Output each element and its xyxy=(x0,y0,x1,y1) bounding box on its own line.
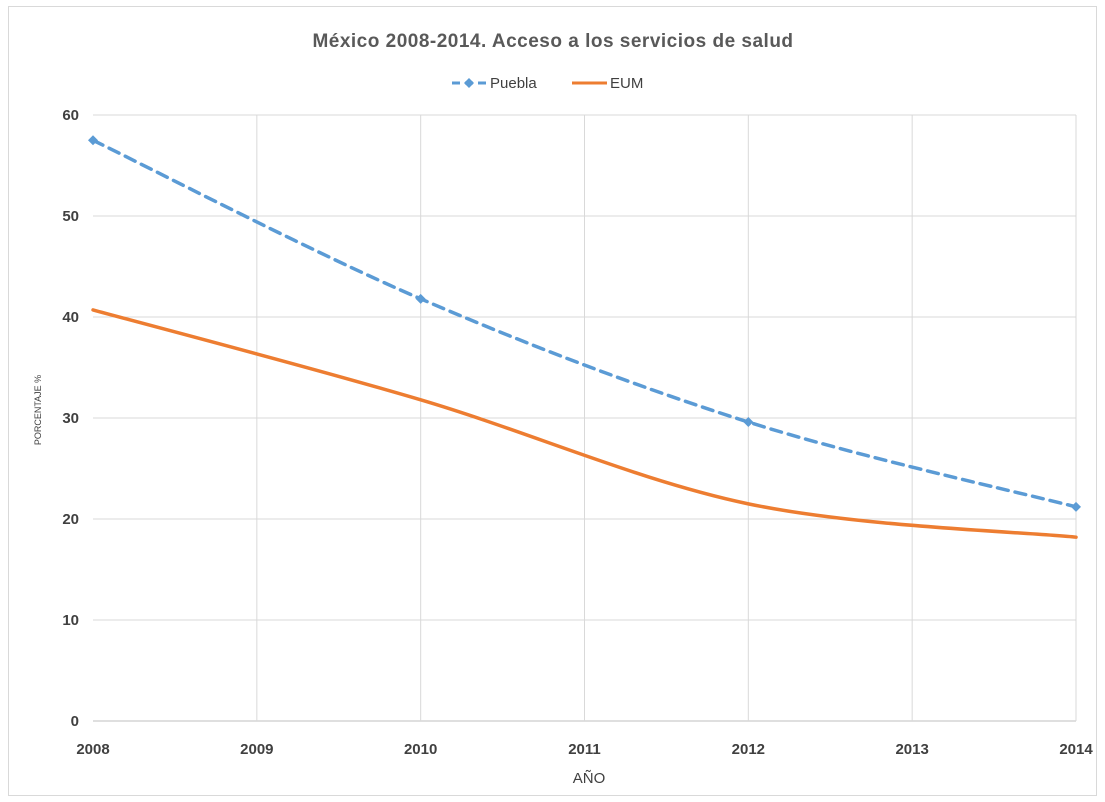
line-chart: México 2008-2014. Acceso a los servicios… xyxy=(9,7,1098,797)
y-tick-label: 20 xyxy=(62,511,79,528)
legend: Puebla EUM xyxy=(452,75,643,92)
y-tick-label: 40 xyxy=(62,309,79,326)
chart-frame: México 2008-2014. Acceso a los servicios… xyxy=(8,6,1097,796)
y-tick-label: 60 xyxy=(62,107,79,124)
y-tick-label: 0 xyxy=(71,713,79,730)
y-axis-ticks: 0 10 20 30 40 50 60 xyxy=(62,107,79,730)
data-point-puebla xyxy=(743,417,753,427)
x-axis-ticks: 2008 2009 2010 2011 2012 2013 2014 xyxy=(76,741,1093,758)
x-tick-label: 2009 xyxy=(240,741,273,758)
chart-title: México 2008-2014. Acceso a los servicios… xyxy=(312,31,793,52)
x-tick-label: 2013 xyxy=(895,741,928,758)
legend-label-eum: EUM xyxy=(610,75,643,92)
x-tick-label: 2010 xyxy=(404,741,437,758)
legend-marker-puebla xyxy=(464,78,474,88)
x-tick-label: 2011 xyxy=(568,741,601,758)
data-point-puebla xyxy=(416,294,426,304)
x-tick-label: 2008 xyxy=(76,741,109,758)
y-axis-title: PORCENTAJE % xyxy=(33,375,43,445)
y-tick-label: 10 xyxy=(62,612,79,629)
grid xyxy=(93,115,1076,721)
x-axis-title: AÑO xyxy=(573,770,606,787)
data-point-puebla xyxy=(1071,502,1081,512)
y-tick-label: 30 xyxy=(62,410,79,427)
y-tick-label: 50 xyxy=(62,208,79,225)
legend-label-puebla: Puebla xyxy=(490,75,537,92)
x-tick-label: 2014 xyxy=(1059,741,1093,758)
x-tick-label: 2012 xyxy=(732,741,765,758)
